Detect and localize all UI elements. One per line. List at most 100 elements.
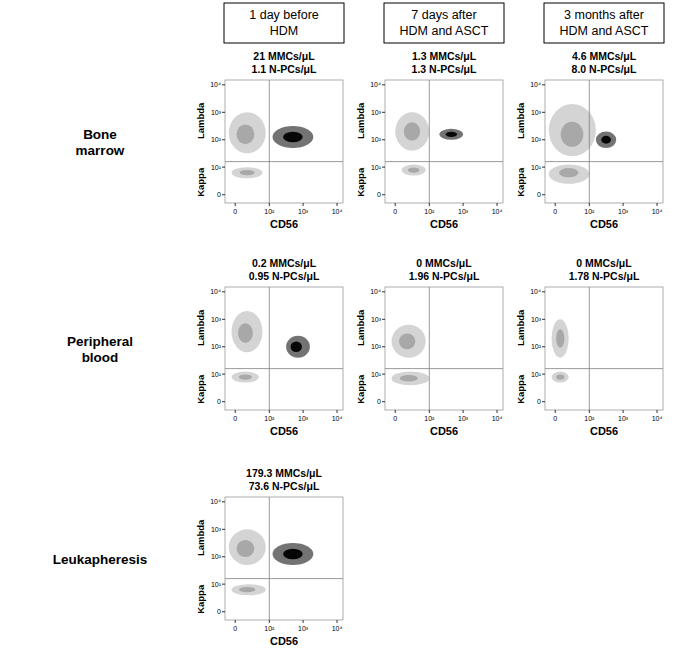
y-tick-label: 10²	[371, 343, 382, 350]
plot-frame	[545, 287, 663, 410]
x-tick	[235, 620, 236, 623]
population-center	[283, 132, 303, 143]
y-axis-label: Kappa	[195, 167, 206, 197]
gate-line	[269, 80, 270, 203]
column-header: 7 days afterHDM and ASCT	[384, 3, 504, 43]
y-axis-label: Kappa	[515, 374, 526, 404]
header-text: HDM and ASCT	[560, 24, 649, 38]
x-axis-label: CD56	[430, 218, 458, 230]
x-tick-label: 0	[393, 415, 397, 422]
x-tick-label: 0	[553, 415, 557, 422]
y-tick-label: 0	[537, 191, 541, 198]
y-tick-label: 10⁴	[210, 81, 221, 88]
y-tick-label: 10²	[371, 136, 382, 143]
gate-line	[385, 161, 503, 162]
y-tick	[382, 139, 385, 140]
x-tick-label: 0	[553, 208, 557, 215]
panel: 0 MMCs/μL1.78 N-PCs/μL010²10³10⁴010¹10²1…	[515, 257, 663, 437]
row-label-text: Peripheral	[67, 334, 133, 349]
x-tick	[269, 620, 270, 623]
panel-title: 0 MMCs/μL	[416, 257, 472, 269]
plot-frame	[385, 287, 503, 410]
y-tick	[222, 194, 225, 195]
population-center	[283, 549, 303, 560]
population-center	[408, 167, 420, 172]
x-tick-label: 0	[393, 208, 397, 215]
y-tick-label: 10²	[211, 343, 222, 350]
population-center	[239, 587, 255, 592]
data-area	[545, 287, 663, 410]
x-tick	[623, 203, 624, 206]
data-area	[225, 497, 343, 620]
y-tick	[222, 501, 225, 502]
column-header: 3 months afterHDM and ASCT	[544, 3, 664, 43]
y-tick-label: 10³	[211, 316, 222, 323]
y-tick	[222, 167, 225, 168]
y-tick	[222, 346, 225, 347]
population-center	[561, 122, 584, 147]
y-axis-label: Lambda	[355, 102, 366, 139]
x-tick	[235, 410, 236, 413]
y-tick-label: 10¹	[211, 164, 222, 171]
data-area	[225, 80, 343, 203]
plot-frame	[385, 80, 503, 203]
y-tick-label: 0	[217, 191, 221, 198]
population-center	[237, 124, 255, 144]
population-extent	[232, 372, 259, 383]
plot-frame	[225, 80, 343, 203]
y-tick	[382, 401, 385, 402]
y-tick-label: 10¹	[371, 371, 382, 378]
y-tick-label: 10³	[371, 316, 382, 323]
y-tick	[222, 611, 225, 612]
panel-subtitle: 8.0 N-PCs/μL	[572, 63, 637, 75]
population-extent	[392, 325, 426, 358]
x-tick-label: 10³	[618, 208, 629, 215]
panel-subtitle: 1.96 N-PCs/μL	[409, 270, 480, 282]
header-text: HDM and ASCT	[400, 24, 489, 38]
y-tick-label: 10⁴	[370, 288, 381, 295]
y-tick-label: 10³	[531, 316, 542, 323]
data-area	[385, 287, 503, 410]
population-center	[601, 136, 611, 144]
y-tick-label: 10¹	[371, 164, 382, 171]
figure: 1 day beforeHDM7 days afterHDM and ASCT3…	[0, 0, 695, 650]
row-label-text: Leukapheresis	[53, 552, 148, 567]
x-tick	[497, 410, 498, 413]
row-label-text: blood	[82, 350, 119, 365]
plot-frame	[545, 80, 663, 203]
x-axis-label: CD56	[590, 218, 618, 230]
y-tick	[542, 84, 545, 85]
row-label-text: Bone	[83, 127, 117, 142]
x-tick-label: 10⁴	[652, 208, 663, 215]
y-tick-label: 10¹	[211, 371, 222, 378]
y-tick-label: 10³	[371, 109, 382, 116]
y-tick	[222, 319, 225, 320]
x-axis-label: CD56	[270, 425, 298, 437]
y-tick	[382, 194, 385, 195]
population-center	[238, 323, 253, 343]
panel-subtitle: 0.95 N-PCs/μL	[249, 270, 320, 282]
y-tick	[542, 167, 545, 168]
y-tick	[542, 139, 545, 140]
x-tick-label: 10²	[264, 415, 275, 422]
x-tick-label: 10⁴	[492, 415, 503, 422]
y-tick-label: 10⁴	[210, 288, 221, 295]
header-text: 1 day before	[249, 8, 319, 22]
y-tick	[382, 167, 385, 168]
x-tick	[497, 203, 498, 206]
y-tick-label: 10²	[531, 136, 542, 143]
x-tick	[269, 410, 270, 413]
x-tick-label: 10³	[298, 625, 309, 632]
x-tick-label: 10²	[264, 208, 275, 215]
y-tick	[542, 346, 545, 347]
population-extent	[229, 112, 266, 153]
y-tick	[222, 139, 225, 140]
y-axis-label: Lambda	[195, 309, 206, 346]
x-tick-label: 10²	[264, 625, 275, 632]
panel: 0.2 MMCs/μL0.95 N-PCs/μL010²10³10⁴010¹10…	[195, 257, 343, 437]
y-tick-label: 10⁴	[530, 288, 541, 295]
y-tick	[542, 401, 545, 402]
panel-subtitle: 73.6 N-PCs/μL	[249, 480, 320, 492]
x-tick-label: 0	[233, 415, 237, 422]
panel: 179.3 MMCs/μL73.6 N-PCs/μL010²10³10⁴010¹…	[195, 467, 343, 647]
